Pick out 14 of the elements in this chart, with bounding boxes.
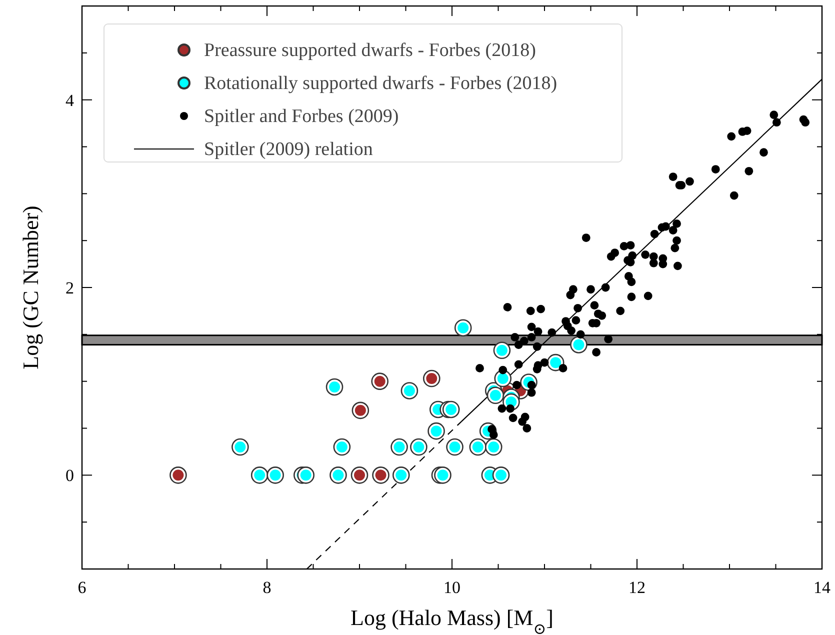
legend-label: Rotationally supported dwarfs - Forbes (2018) bbox=[204, 73, 558, 94]
x-tick-label: 10 bbox=[444, 578, 460, 597]
y-axis-title: Log (GC Number) bbox=[18, 206, 43, 370]
y-tick-label: 2 bbox=[66, 278, 74, 298]
x-tick-label: 6 bbox=[78, 578, 86, 597]
legend-label: Preassure supported dwarfs - Forbes (2018) bbox=[204, 40, 536, 61]
x-tick-label: 14 bbox=[814, 578, 831, 597]
legend-label: Spitler (2009) relation bbox=[204, 139, 374, 160]
y-tick-label: 0 bbox=[66, 466, 74, 486]
legend-label: Spitler and Forbes (2009) bbox=[204, 106, 399, 127]
x-tick-label: 12 bbox=[628, 578, 646, 597]
x-tick-label: 8 bbox=[262, 578, 272, 597]
y-tick-label: 4 bbox=[66, 90, 74, 110]
x-axis-title: Log (Halo Mass) [M$_{⊙}$] bbox=[350, 605, 554, 635]
